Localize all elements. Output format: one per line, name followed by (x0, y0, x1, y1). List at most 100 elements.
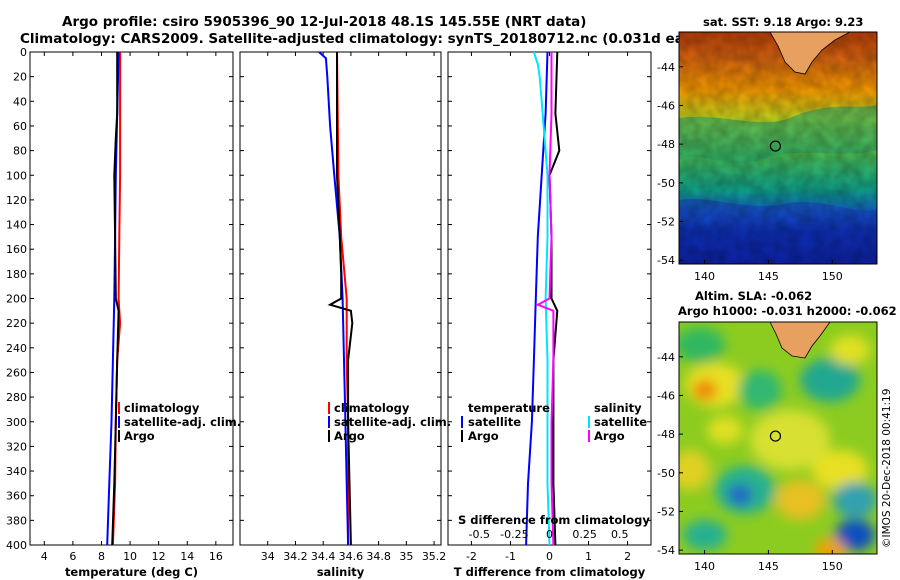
argo-position-marker (769, 140, 782, 152)
legend-label-climatology: climatology (334, 401, 410, 415)
map-x-tick-label: 150 (822, 270, 843, 283)
map-y-tick-label: -44 (657, 351, 675, 364)
map-y-tick-label: -44 (657, 61, 675, 74)
y-tick-label: 400 (6, 539, 27, 552)
map-x-tick-label: 145 (758, 270, 779, 283)
y-tick-label: 0 (20, 46, 27, 59)
map-x-tick-label: 140 (694, 270, 715, 283)
argo-position-marker (769, 430, 782, 442)
sla-eddies (679, 327, 877, 554)
map-y-tick-label: -50 (657, 177, 675, 190)
y-tick-label: 380 (6, 514, 27, 527)
x-tick-label: 35 (399, 550, 413, 563)
map-y-tick-label: -52 (657, 505, 675, 518)
x-tick-label: -2 (466, 550, 477, 563)
header-line-1: Argo profile: csiro 5905396_90 12-Jul-20… (62, 14, 586, 30)
temperature-panel: 0 20 40 60 80 100 120 140 160 180 200 220 240 260 280 3… (6, 46, 234, 579)
sst-map-frame (678, 31, 878, 265)
x-tick-label: 0 (546, 550, 553, 563)
x-axis-label: T difference from climatology (454, 565, 646, 579)
x-tick-label: 35.2 (422, 550, 447, 563)
sst-map: sat. SST: 9.18 Argo: 9.23 -44 -46 -48 -50 -5… (657, 15, 878, 283)
legend-title-temperature: temperature (468, 401, 550, 415)
map-x-tick-label: 140 (694, 560, 715, 573)
y-tick-label: 80 (13, 145, 27, 158)
y-tick-label: 360 (6, 490, 27, 503)
legend-title-salinity: salinity (594, 401, 642, 415)
x-tick-label: 4 (41, 550, 48, 563)
series-line-s-satellite (532, 51, 551, 546)
y-tick-label: 120 (6, 194, 27, 207)
x-tick-label: 34.6 (339, 550, 364, 563)
map-y-tick-label: -48 (657, 138, 675, 151)
tasmania-landmass (769, 322, 831, 359)
y-tick-label: 160 (6, 243, 27, 256)
legend-label-t-satellite: satellite (468, 415, 521, 429)
s-diff-tick-label: 0.25 (572, 528, 597, 541)
header-line-2: Climatology: CARS2009. Satellite-adjuste… (20, 31, 722, 47)
sla-map-title: Altim. SLA: -0.062 (695, 289, 812, 303)
x-tick-label: 6 (69, 550, 76, 563)
plot-frame (29, 51, 234, 546)
x-tick-label: 2 (624, 550, 631, 563)
sla-map-frame (678, 321, 878, 555)
y-tick-label: 200 (6, 293, 27, 306)
x-tick-label: 34.2 (283, 550, 308, 563)
map-y-tick-label: -52 (657, 215, 675, 228)
legend-label-t-argo: Argo (468, 429, 499, 443)
y-tick-label: 320 (6, 440, 27, 453)
s-diff-tick-label: -0.5 (468, 528, 489, 541)
salinity-panel: 34 34.2 34.4 34.6 34.8 35 35.2 salinity (239, 51, 447, 579)
x-tick-label: 8 (98, 550, 105, 563)
y-tick-label: 240 (6, 342, 27, 355)
x-tick-label: 12 (152, 550, 166, 563)
sst-texture (679, 32, 877, 264)
y-tick-label: 280 (6, 391, 27, 404)
s-diff-tick-label: 0 (546, 528, 553, 541)
s-diff-tick-label: 0.5 (611, 528, 629, 541)
s-difference-axis-label: S difference from climatology (458, 513, 650, 527)
s-difference-ticks: -0.5 -0.25 0 0.25 0.5 (468, 528, 628, 541)
sla-map-axes: -44 -46 -48 -50 -52 -54 140 145 150 (657, 351, 843, 573)
x-tick-label: 34.4 (311, 550, 336, 563)
legend-label-satellite: satellite-adj. clim. (124, 415, 241, 429)
map-y-tick-label: -46 (657, 99, 675, 112)
map-y-tick-label: -50 (657, 467, 675, 480)
sla-map-subtitle: Argo h1000: -0.031 h2000: -0.062 (678, 304, 897, 318)
y-tick-label: 340 (6, 465, 27, 478)
x-tick-label: 1 (585, 550, 592, 563)
legend-label-s-satellite: satellite (594, 415, 647, 429)
temperature-legend: climatology satellite-adj. clim. Argo (118, 401, 241, 443)
y-tick-label: 60 (13, 120, 27, 133)
series-line-argo (327, 52, 354, 546)
x-tick-label: 34.8 (366, 550, 391, 563)
series-line-t-argo (548, 51, 561, 546)
y-tick-label: 300 (6, 416, 27, 429)
map-x-tick-label: 150 (822, 560, 843, 573)
map-y-tick-label: -54 (657, 544, 675, 557)
map-y-tick-label: -46 (657, 389, 675, 402)
x-axis-label: temperature (deg C) (65, 565, 198, 579)
y-tick-label: 100 (6, 169, 27, 182)
sla-map: Altim. SLA: -0.062 Argo h1000: -0.031 h2… (657, 289, 897, 573)
map-y-tick-label: -48 (657, 428, 675, 441)
tasmania-landmass (769, 32, 851, 75)
sst-map-title: sat. SST: 9.18 Argo: 9.23 (703, 15, 863, 29)
series-line-s-argo (535, 52, 555, 546)
x-tick-label: -1 (505, 550, 516, 563)
y-tick-label: 220 (6, 317, 27, 330)
series-line-argo (111, 52, 120, 546)
y-tick-label: 40 (13, 95, 27, 108)
x-tick-label: 34 (261, 550, 275, 563)
difference-legend-temperature: temperature satellite Argo (461, 401, 550, 443)
s-diff-tick-label: -0.25 (500, 528, 528, 541)
y-tick-label: 20 (13, 71, 27, 84)
legend-label-argo: Argo (124, 429, 155, 443)
map-x-tick-label: 145 (758, 560, 779, 573)
y-tick-label: 140 (6, 219, 27, 232)
difference-legend-salinity: salinity satellite Argo (588, 401, 647, 443)
imos-watermark: ©IMOS 20-Dec-2018 00:41:19 (881, 389, 893, 548)
x-tick-label: 14 (180, 550, 194, 563)
legend-label-satellite: satellite-adj. clim. (334, 415, 451, 429)
